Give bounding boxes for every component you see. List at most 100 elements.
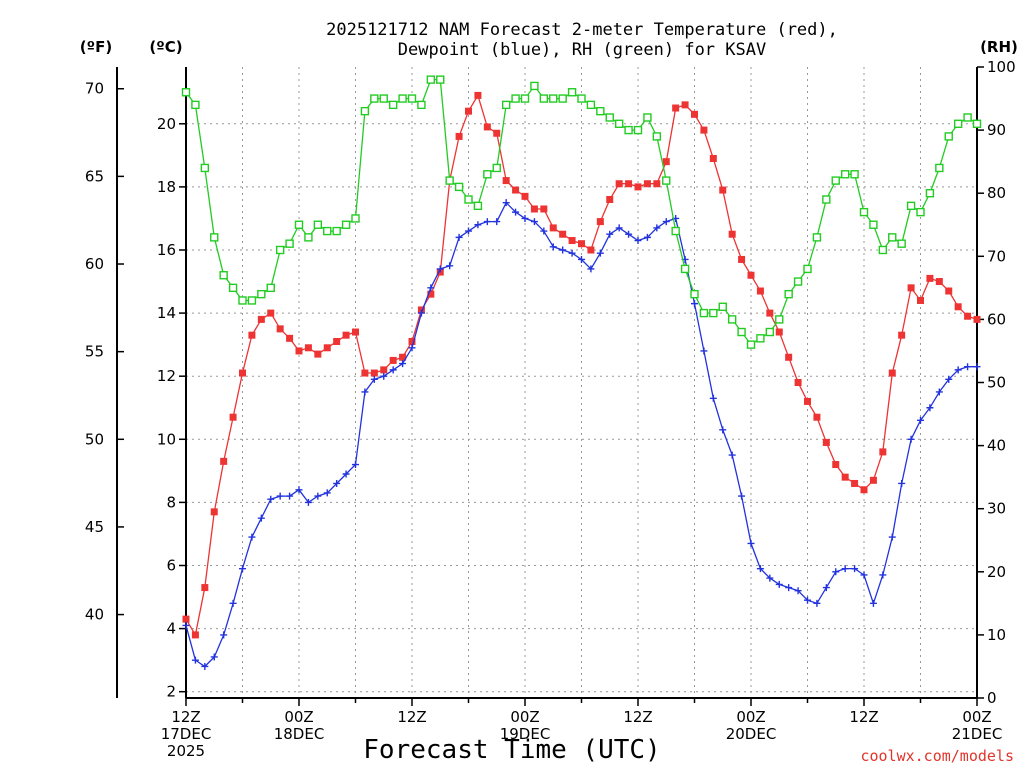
rh-point: [228, 283, 238, 293]
rh-point: [671, 226, 680, 236]
rh-point: [680, 264, 690, 274]
rh-point: [888, 233, 897, 242]
dewpoint-point: [822, 584, 830, 592]
rh-point: [586, 100, 596, 110]
temperature-point: [521, 192, 529, 200]
temperature-point: [389, 356, 397, 364]
dewpoint-point: [361, 388, 369, 396]
temperature-point: [756, 287, 764, 295]
rh-point: [473, 201, 483, 211]
temperature-point: [578, 240, 585, 248]
dewpoint-point: [643, 233, 651, 241]
temperature-point: [794, 379, 802, 386]
dewpoint-point: [869, 599, 877, 607]
temperature-point: [502, 177, 510, 185]
temperature-point: [399, 353, 407, 361]
celsius-tick-label: 2: [166, 683, 176, 701]
rh-point: [445, 176, 454, 185]
temperature-point: [191, 631, 199, 639]
temperature-point: [267, 309, 275, 317]
dewpoint-point: [559, 246, 567, 254]
dewpoint-point: [465, 227, 472, 235]
temperature-point: [888, 369, 896, 377]
temperature-point: [851, 479, 859, 487]
fahrenheit-tick-label: 55: [85, 343, 104, 361]
temperature-point: [333, 337, 341, 345]
celsius-tick-label: 16: [157, 241, 176, 259]
dewpoint-point: [210, 653, 218, 661]
rh-point: [859, 207, 869, 217]
celsius-tick-label: 6: [166, 556, 176, 574]
temperature-point: [869, 476, 877, 484]
dewpoint-point: [578, 255, 585, 263]
rh-point: [379, 94, 388, 103]
dewpoint-point: [756, 565, 764, 573]
dewpoint-point: [954, 366, 962, 374]
rh-point: [436, 75, 445, 84]
rh-point: [501, 100, 511, 110]
credit-link[interactable]: coolwx.com/models: [860, 747, 1014, 765]
temperature-point: [841, 473, 849, 481]
dewpoint-point: [719, 426, 727, 434]
temperature-point: [408, 337, 416, 345]
temperature-point: [945, 287, 953, 295]
rh-point: [944, 132, 953, 141]
dewpoint-point: [314, 492, 322, 500]
rh-point: [972, 119, 982, 128]
chart-title-line1: 2025121712 NAM Forecast 2-meter Temperat…: [326, 20, 838, 40]
celsius-tick-label: 14: [157, 304, 176, 322]
rh-point: [558, 94, 567, 103]
rh-point: [567, 88, 577, 97]
temperature-point: [549, 224, 557, 232]
temperature-point: [248, 331, 256, 339]
fahrenheit-tick-label: 40: [85, 606, 104, 624]
rh-point: [426, 75, 436, 84]
temperature-point: [898, 331, 906, 339]
rh-point: [191, 100, 200, 110]
dewpoint-point: [549, 243, 557, 251]
dewpoint-point: [775, 580, 783, 588]
rh-point: [718, 302, 727, 311]
rh-point: [530, 81, 539, 91]
rh-point: [181, 88, 191, 97]
dewpoint-point: [917, 416, 924, 424]
rh-point: [511, 94, 520, 103]
dewpoint-point: [333, 479, 341, 487]
rh-point: [624, 125, 633, 135]
rh-point: [831, 176, 840, 185]
rh-point: [614, 119, 624, 128]
celsius-tick-label: 20: [157, 115, 176, 133]
rh-point: [925, 188, 935, 198]
dewpoint-point: [408, 344, 416, 352]
fahrenheit-tick-label: 60: [85, 255, 104, 273]
x-tick-label: 19DEC: [500, 725, 551, 743]
temperature-point: [295, 347, 303, 355]
rh-point: [370, 94, 379, 103]
temperature-point: [596, 218, 604, 226]
dewpoint-point: [785, 584, 793, 592]
dewpoint-point: [615, 224, 623, 232]
dewpoint-point: [257, 514, 265, 522]
rh-point: [793, 277, 803, 286]
temperature-point: [973, 315, 981, 323]
x-tick-label: 12Z: [397, 708, 426, 726]
dewpoint-point: [276, 492, 284, 500]
dewpoint-point: [653, 224, 661, 232]
rh-point: [351, 214, 360, 223]
temperature-point: [879, 448, 887, 456]
temperature-point: [964, 312, 972, 320]
rh-point: [247, 296, 257, 305]
dewpoint-point: [832, 568, 840, 576]
dewpoint-point: [267, 495, 275, 503]
x-tick-label: 00Z: [510, 708, 539, 726]
x-tick-label: 12Z: [623, 708, 652, 726]
rh-point: [812, 233, 822, 242]
rh-point: [850, 170, 859, 179]
temperature-point: [370, 369, 378, 377]
temperature-point: [917, 296, 924, 304]
x-tick-label: 00Z: [736, 708, 765, 726]
temperature-point: [606, 196, 614, 204]
celsius-tick-label: 10: [157, 430, 176, 448]
dewpoint-point: [389, 366, 397, 374]
rh-point: [294, 220, 304, 229]
